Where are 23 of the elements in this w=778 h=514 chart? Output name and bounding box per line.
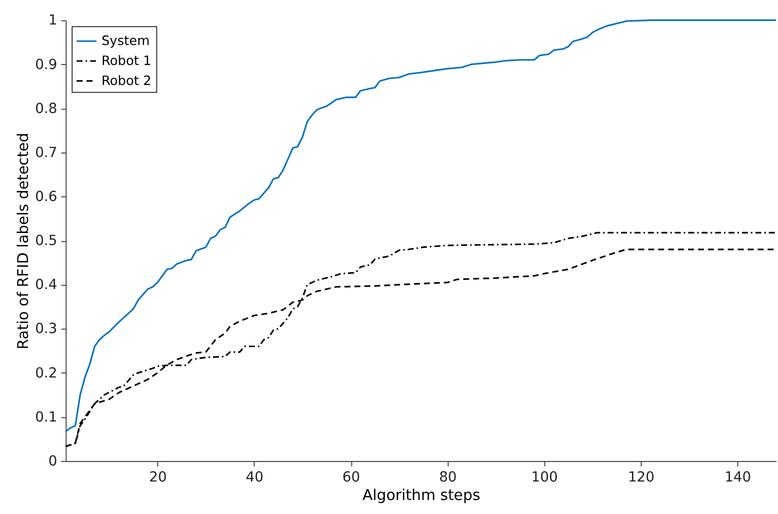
y-tick-label: 0.3 — [35, 321, 58, 338]
x-axis-title: Algorithm steps — [362, 486, 480, 504]
x-tick-label: 20 — [149, 469, 167, 486]
y-tick-label: 0.5 — [35, 233, 58, 250]
x-tick-label: 40 — [246, 469, 264, 486]
x-tick-label: 80 — [439, 469, 457, 486]
y-tick-label: 0.4 — [35, 277, 58, 294]
y-tick-label: 0.9 — [35, 56, 58, 73]
y-axis-title: Ratio of RFID labels detected — [14, 132, 32, 350]
y-tick-label: 1 — [48, 12, 58, 29]
y-tick-label: 0.8 — [35, 100, 58, 117]
x-tick-label: 60 — [342, 469, 360, 486]
legend-label: Robot 1 — [101, 54, 152, 69]
y-tick-label: 0 — [48, 453, 58, 470]
x-tick-label: 100 — [531, 469, 558, 486]
y-tick-label: 0.7 — [35, 144, 58, 161]
y-tick-label: 0.2 — [35, 365, 58, 382]
y-tick-label: 0.6 — [35, 188, 58, 205]
legend-label: System — [101, 34, 150, 50]
y-tick-label: 0.1 — [35, 409, 58, 426]
x-tick-label: 120 — [628, 469, 654, 486]
x-tick-label: 140 — [724, 469, 752, 486]
legend-label: Robot 2 — [101, 74, 152, 89]
